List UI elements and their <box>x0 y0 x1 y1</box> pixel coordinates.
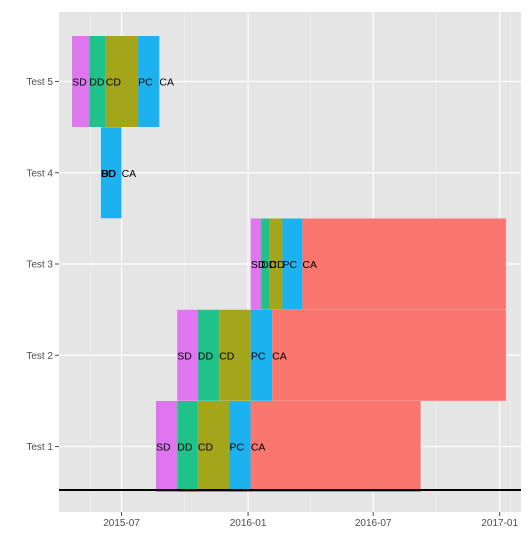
bar-sd <box>250 218 262 310</box>
x-tick-label: 2015-07 <box>103 518 140 529</box>
bar-label-cd: CD <box>198 442 214 454</box>
bar-pc <box>282 218 303 310</box>
bar-dd <box>261 218 270 310</box>
x-tick-label: 2017-01 <box>481 518 518 529</box>
bar-pc <box>250 309 273 401</box>
bar-label-sd: SD <box>156 442 171 454</box>
bar-label-sd: SD <box>101 168 116 180</box>
y-tick-label: Test 4 <box>26 168 53 179</box>
bar-label-pc: PC <box>101 168 116 180</box>
bar-pc <box>138 36 160 127</box>
y-axis-labels: Test 1 Test 2 Test 3 Test 4 Test 5 <box>26 77 53 453</box>
bar-label-cd: CD <box>101 168 117 180</box>
bar-cd <box>269 218 283 310</box>
bar-pc <box>229 401 251 492</box>
bar-label-cd: CD <box>106 77 122 89</box>
y-axis-ticks <box>55 81 59 447</box>
bar-ca <box>302 218 506 310</box>
bar-ca <box>272 309 506 401</box>
bar-label-dd: DD <box>89 77 105 89</box>
x-tick-label: 2016-01 <box>230 518 267 529</box>
y-tick-label: Test 1 <box>26 442 53 453</box>
bar-label-ca: CA <box>302 259 317 271</box>
bar-sd <box>177 309 198 401</box>
bar-label-ca: CA <box>272 350 287 362</box>
bar-label-cd: CD <box>269 259 285 271</box>
bar-sd <box>155 401 178 492</box>
x-tick-label: 2016-07 <box>355 518 392 529</box>
bar-label-pc: PC <box>230 442 245 454</box>
bar-label-pc: PC <box>138 77 153 89</box>
bar-cd <box>105 36 139 127</box>
y-tick-label: Test 3 <box>26 260 53 271</box>
bar-pc <box>100 127 122 219</box>
bar-label-sd: SD <box>177 350 192 362</box>
bar-label-ca: CA <box>159 77 174 89</box>
bar-cd <box>219 309 251 401</box>
y-tick-label: Test 2 <box>26 351 53 362</box>
bar-label-dd: DD <box>261 259 277 271</box>
bar-cd <box>197 401 230 492</box>
bar-sd <box>72 36 90 127</box>
bar-label-pc: PC <box>251 350 266 362</box>
x-axis-ticks <box>121 512 501 516</box>
bar-label-ca: CA <box>122 168 137 180</box>
bar-ca <box>250 401 421 492</box>
bars <box>72 36 506 492</box>
bar-label-dd: DD <box>101 168 117 180</box>
bar-dd <box>89 36 106 127</box>
bar-label-dd: DD <box>177 442 193 454</box>
bar-dd <box>197 309 220 401</box>
bar-label-dd: DD <box>198 350 214 362</box>
bar-label-sd: SD <box>72 77 87 89</box>
bar-dd <box>177 401 198 492</box>
bar-label-pc: PC <box>282 259 297 271</box>
bar-label-ca: CA <box>251 442 266 454</box>
x-axis-labels: 2015-07 2016-01 2016-07 2017-01 <box>103 518 518 529</box>
y-tick-label: Test 5 <box>26 77 53 88</box>
bar-label-cd: CD <box>219 350 235 362</box>
bar-label-sd: SD <box>251 259 266 271</box>
